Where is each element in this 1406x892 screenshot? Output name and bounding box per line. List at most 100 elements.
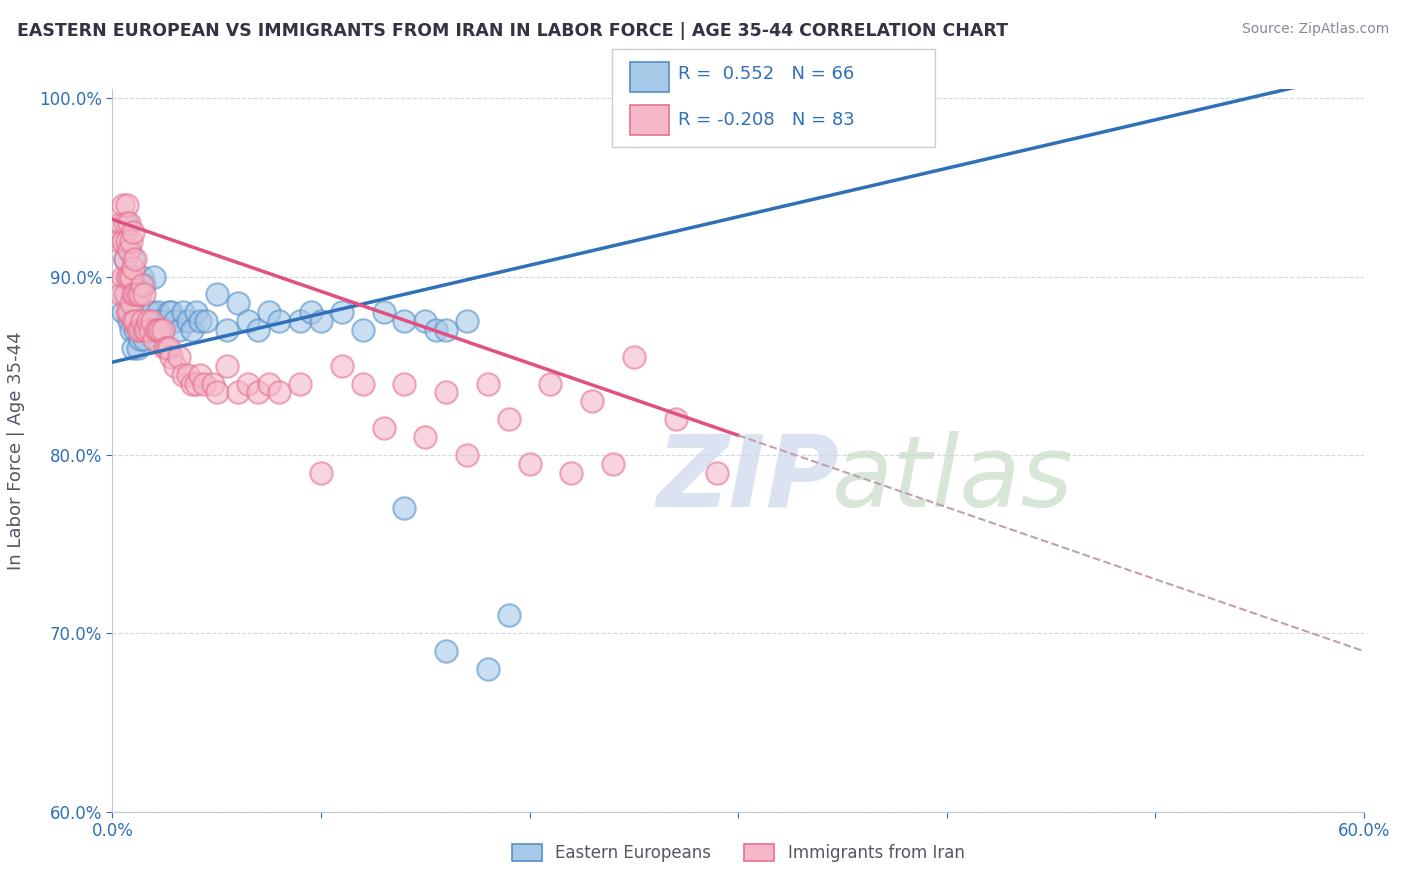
Point	[247, 385, 270, 400]
Point	[205, 385, 228, 400]
Point	[160, 305, 183, 319]
Text: atlas: atlas	[832, 431, 1074, 528]
Point	[131, 269, 153, 284]
Point	[114, 252, 136, 266]
Point	[434, 644, 457, 658]
Point	[115, 216, 138, 230]
Point	[184, 376, 207, 391]
Point	[118, 314, 141, 328]
Point	[115, 305, 138, 319]
Point	[115, 234, 138, 248]
Text: ZIP: ZIP	[657, 431, 839, 528]
Text: Source: ZipAtlas.com: Source: ZipAtlas.com	[1241, 22, 1389, 37]
Point	[184, 305, 207, 319]
Point	[128, 323, 150, 337]
Point	[124, 252, 146, 266]
Point	[118, 269, 141, 284]
Point	[127, 287, 149, 301]
Point	[330, 359, 353, 373]
Point	[145, 323, 167, 337]
Point	[201, 376, 224, 391]
Point	[373, 421, 395, 435]
Point	[145, 314, 167, 328]
Point	[226, 385, 249, 400]
Point	[156, 314, 179, 328]
Point	[118, 243, 141, 257]
Point	[110, 216, 132, 230]
Point	[122, 260, 145, 275]
Point	[163, 314, 186, 328]
Point	[299, 305, 322, 319]
Point	[136, 305, 159, 319]
Point	[135, 323, 157, 337]
Text: R = -0.208   N = 83: R = -0.208 N = 83	[678, 111, 855, 129]
Point	[124, 314, 146, 328]
Legend: Eastern Europeans, Immigrants from Iran: Eastern Europeans, Immigrants from Iran	[505, 837, 972, 869]
Point	[309, 314, 332, 328]
Point	[127, 323, 149, 337]
Point	[226, 296, 249, 310]
Point	[124, 287, 146, 301]
Point	[124, 323, 146, 337]
Point	[111, 269, 134, 284]
Text: EASTERN EUROPEAN VS IMMIGRANTS FROM IRAN IN LABOR FORCE | AGE 35-44 CORRELATION : EASTERN EUROPEAN VS IMMIGRANTS FROM IRAN…	[17, 22, 1008, 40]
Point	[269, 314, 291, 328]
Point	[148, 305, 170, 319]
Point	[132, 278, 155, 293]
Point	[176, 314, 198, 328]
Point	[122, 225, 145, 239]
Point	[152, 323, 174, 337]
Point	[153, 341, 176, 355]
Point	[247, 323, 270, 337]
Point	[373, 305, 395, 319]
Point	[394, 314, 416, 328]
Point	[160, 350, 183, 364]
Point	[157, 305, 180, 319]
Point	[193, 376, 215, 391]
Point	[217, 359, 239, 373]
Point	[120, 269, 142, 284]
Point	[114, 216, 136, 230]
Point	[143, 332, 166, 346]
Point	[413, 430, 436, 444]
Point	[290, 376, 312, 391]
Point	[290, 314, 312, 328]
Point	[623, 350, 645, 364]
Point	[122, 341, 145, 355]
Point	[560, 466, 582, 480]
Point	[188, 314, 211, 328]
Point	[120, 234, 142, 248]
Point	[477, 662, 499, 676]
Point	[434, 323, 457, 337]
Point	[149, 323, 172, 337]
Point	[111, 198, 134, 212]
Point	[665, 412, 688, 426]
Point	[111, 234, 134, 248]
Point	[172, 368, 194, 382]
Point	[131, 278, 153, 293]
Point	[118, 305, 141, 319]
Point	[120, 296, 142, 310]
Point	[498, 412, 520, 426]
Point	[122, 252, 145, 266]
Point	[148, 323, 170, 337]
Point	[128, 278, 150, 293]
Point	[141, 314, 163, 328]
Point	[127, 287, 149, 301]
Point	[498, 608, 520, 623]
Point	[141, 305, 163, 319]
Point	[122, 314, 145, 328]
Point	[114, 287, 136, 301]
Point	[519, 457, 541, 471]
Point	[581, 394, 603, 409]
Point	[352, 376, 374, 391]
Y-axis label: In Labor Force | Age 35-44: In Labor Force | Age 35-44	[7, 331, 25, 570]
Point	[107, 234, 129, 248]
Point	[120, 323, 142, 337]
Point	[236, 376, 259, 391]
Point	[269, 385, 291, 400]
Point	[156, 341, 179, 355]
Point	[456, 448, 478, 462]
Point	[425, 323, 447, 337]
Point	[413, 314, 436, 328]
